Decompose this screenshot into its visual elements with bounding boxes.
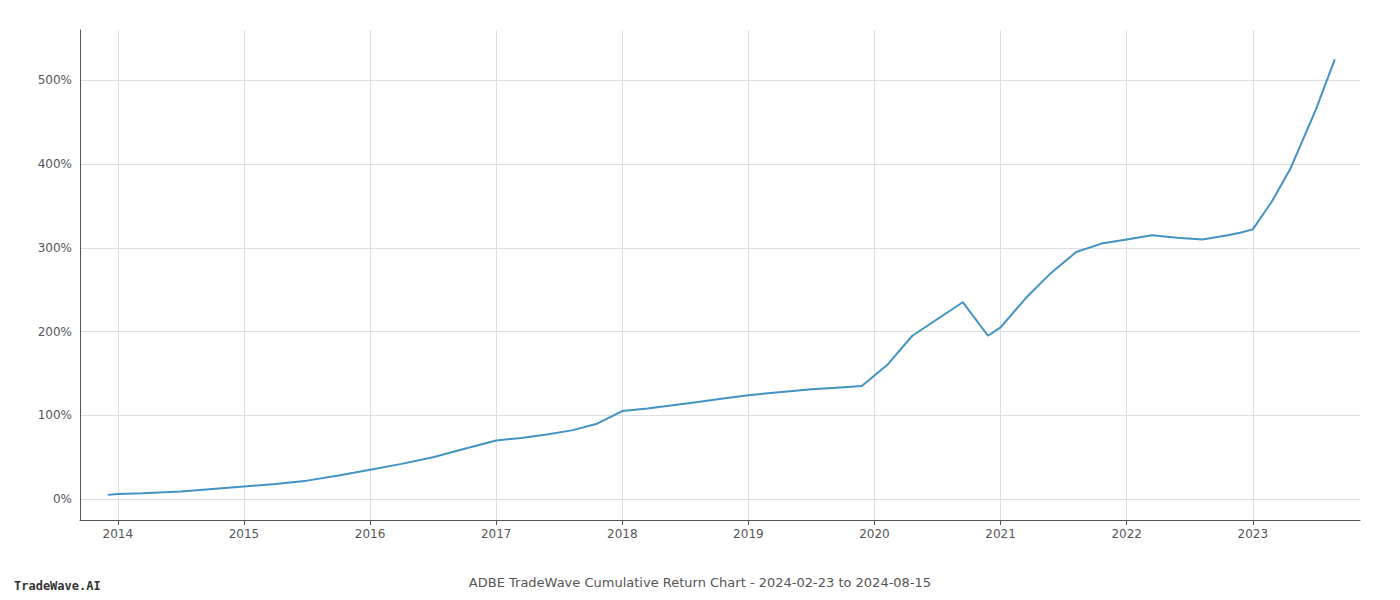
svg-text:2021: 2021 <box>985 527 1016 541</box>
svg-text:2015: 2015 <box>229 527 260 541</box>
svg-text:2020: 2020 <box>859 527 890 541</box>
svg-text:200%: 200% <box>38 325 72 339</box>
svg-text:2014: 2014 <box>103 527 134 541</box>
svg-text:ADBE TradeWave Cumulative Retu: ADBE TradeWave Cumulative Return Chart -… <box>469 575 931 590</box>
svg-text:2016: 2016 <box>355 527 386 541</box>
svg-text:TradeWave.AI: TradeWave.AI <box>14 579 101 593</box>
svg-text:100%: 100% <box>38 408 72 422</box>
svg-text:500%: 500% <box>38 73 72 87</box>
svg-text:2017: 2017 <box>481 527 512 541</box>
svg-text:2018: 2018 <box>607 527 638 541</box>
svg-text:2023: 2023 <box>1238 527 1269 541</box>
svg-text:2019: 2019 <box>733 527 764 541</box>
svg-text:300%: 300% <box>38 241 72 255</box>
svg-text:0%: 0% <box>53 492 72 506</box>
svg-text:400%: 400% <box>38 157 72 171</box>
svg-text:2022: 2022 <box>1111 527 1142 541</box>
